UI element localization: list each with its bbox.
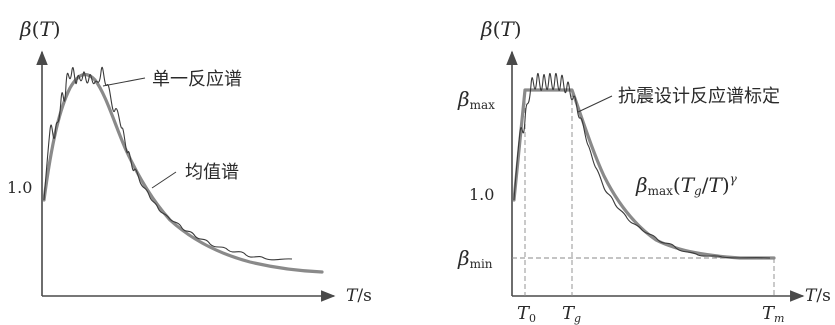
right-panel: β(T) βmax 1.0 βmin T0 Tg Tm T/s: [457, 17, 831, 325]
left-single-spectrum-label: 单一反应谱: [152, 69, 242, 90]
design-spectrum-label: 抗震设计反应谱标定: [618, 86, 780, 107]
right-y-close: ): [514, 17, 522, 41]
beta-max-subscript: max: [470, 98, 496, 112]
formula-open: (: [673, 173, 681, 197]
tm-subscript: m: [774, 312, 784, 325]
left-mean-spectrum-curve: [42, 72, 324, 274]
right-x-tick-tm: Tm: [762, 303, 784, 325]
formula-t: T: [708, 173, 723, 197]
right-y-var: T: [500, 17, 515, 41]
right-x-axis-title: T/s: [805, 286, 831, 306]
left-y-close: ): [53, 17, 61, 41]
decay-formula: βmax(Tg/T)γ: [635, 172, 738, 198]
left-y-open: (: [32, 17, 40, 41]
left-single-spectrum-curve: [43, 67, 293, 261]
left-x-axis-title: T/s: [346, 286, 372, 306]
left-x-unit: /s: [357, 286, 371, 306]
formula-tg: T: [681, 173, 696, 197]
tg-subscript: g: [574, 312, 581, 325]
tm-var: T: [762, 303, 776, 324]
right-x-tick-t0: T0: [517, 303, 536, 325]
design-label-leader: [577, 95, 613, 113]
t0-var: T: [517, 303, 531, 324]
tg-var: T: [562, 303, 576, 324]
right-x-unit: /s: [816, 286, 830, 306]
formula-close: ): [722, 173, 730, 197]
left-y-tick-1: 1.0: [7, 178, 32, 197]
beta-min-subscript: min: [470, 257, 493, 271]
t0-subscript: 0: [529, 312, 536, 325]
right-x-tick-tg: Tg: [562, 303, 581, 325]
left-mean-leader: [151, 171, 177, 189]
left-panel: β(T) 1.0 T/s 单一反应谱 均值谱: [7, 17, 372, 306]
formula-beta: β: [635, 173, 648, 197]
right-y-beta: β: [480, 17, 493, 41]
right-y-axis-title: β(T): [480, 17, 522, 41]
beta-min-symbol: β: [457, 246, 470, 270]
right-y-tick-beta-max: βmax: [457, 87, 495, 112]
left-x-var: T: [346, 286, 359, 306]
left-mean-spectrum-label: 均值谱: [185, 162, 239, 183]
right-x-var: T: [805, 286, 818, 306]
left-y-beta: β: [19, 17, 32, 41]
formula-sub: max: [648, 184, 674, 198]
right-y-tick-beta-min: βmin: [457, 246, 493, 271]
left-y-var: T: [39, 17, 54, 41]
formula-tg-sub: g: [694, 184, 702, 198]
formula-exp: γ: [730, 172, 738, 186]
left-single-leader: [102, 77, 146, 87]
right-single-spectrum-curve: [513, 72, 771, 259]
formula-slash: /: [702, 173, 709, 197]
beta-max-symbol: β: [457, 87, 470, 111]
left-y-axis-title: β(T): [19, 17, 61, 41]
right-y-open: (: [493, 17, 501, 41]
right-y-tick-1: 1.0: [469, 185, 494, 204]
